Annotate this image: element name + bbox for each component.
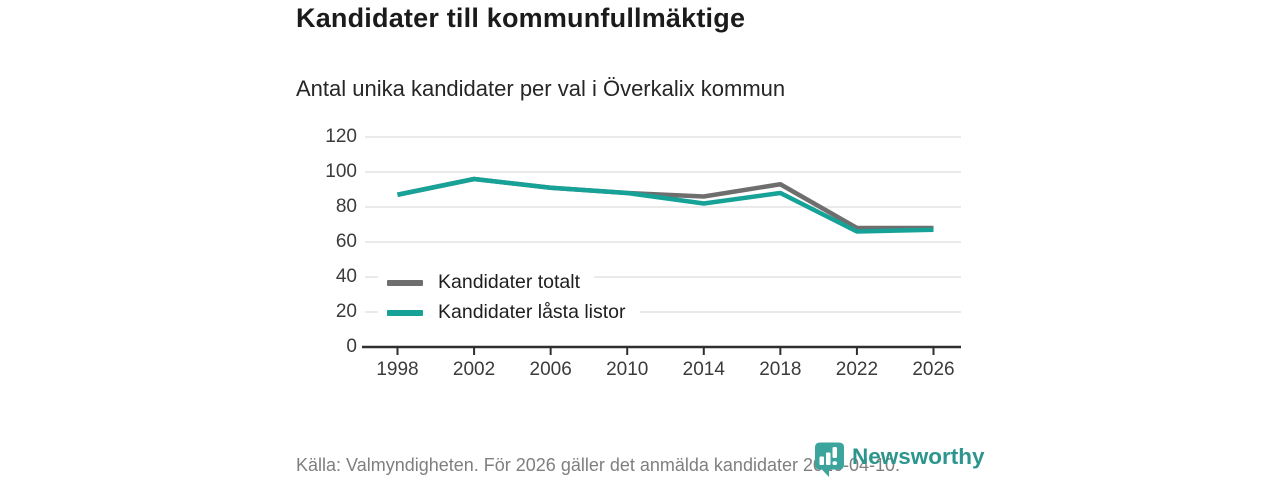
y-tick-label: 120 [325, 126, 357, 147]
brand-name: Newsworthy [852, 444, 985, 469]
newsworthy-logo[interactable]: Newsworthy [814, 441, 985, 478]
series-line-1 [397, 176, 934, 234]
series-line-0 [397, 176, 934, 231]
y-tick-label: 80 [335, 196, 357, 217]
x-tick-label: 2018 [759, 359, 802, 380]
chart-subtitle: Antal unika kandidater per val i Överkal… [296, 76, 786, 101]
x-tick-label: 1998 [376, 359, 419, 380]
x-tick-label: 2006 [529, 359, 572, 380]
y-tick-label: 40 [335, 266, 357, 287]
x-tick-label: 2014 [682, 359, 725, 380]
legend-label: Kandidater låsta listor [438, 301, 626, 323]
page-title: Kandidater till kommunfullmäktige [296, 3, 746, 33]
line-chart-plot [362, 136, 961, 355]
y-tick-label: 60 [335, 231, 357, 252]
legend-item-kandidater-lasta-listor[interactable]: Kandidater låsta listor [378, 299, 640, 326]
source-note: Källa: Valmyndigheten. För 2026 gäller d… [296, 455, 901, 475]
legend-item-kandidater-totalt[interactable]: Kandidater totalt [378, 269, 595, 296]
legend-swatch-totalt [387, 279, 423, 286]
x-tick-label: 2022 [835, 359, 879, 380]
y-tick-label: 20 [335, 301, 357, 322]
y-tick-label: 100 [325, 161, 357, 182]
legend-label: Kandidater totalt [438, 271, 581, 293]
x-tick-label: 2010 [606, 359, 649, 380]
legend-swatch-lasta-listor [387, 309, 423, 316]
y-tick-label: 0 [346, 336, 357, 357]
newsworthy-chart-bubble-icon [815, 442, 844, 477]
x-tick-label: 2026 [912, 359, 955, 380]
x-tick-label: 2002 [452, 359, 496, 380]
legend: Kandidater totalt Kandidater låsta listo… [378, 269, 640, 329]
